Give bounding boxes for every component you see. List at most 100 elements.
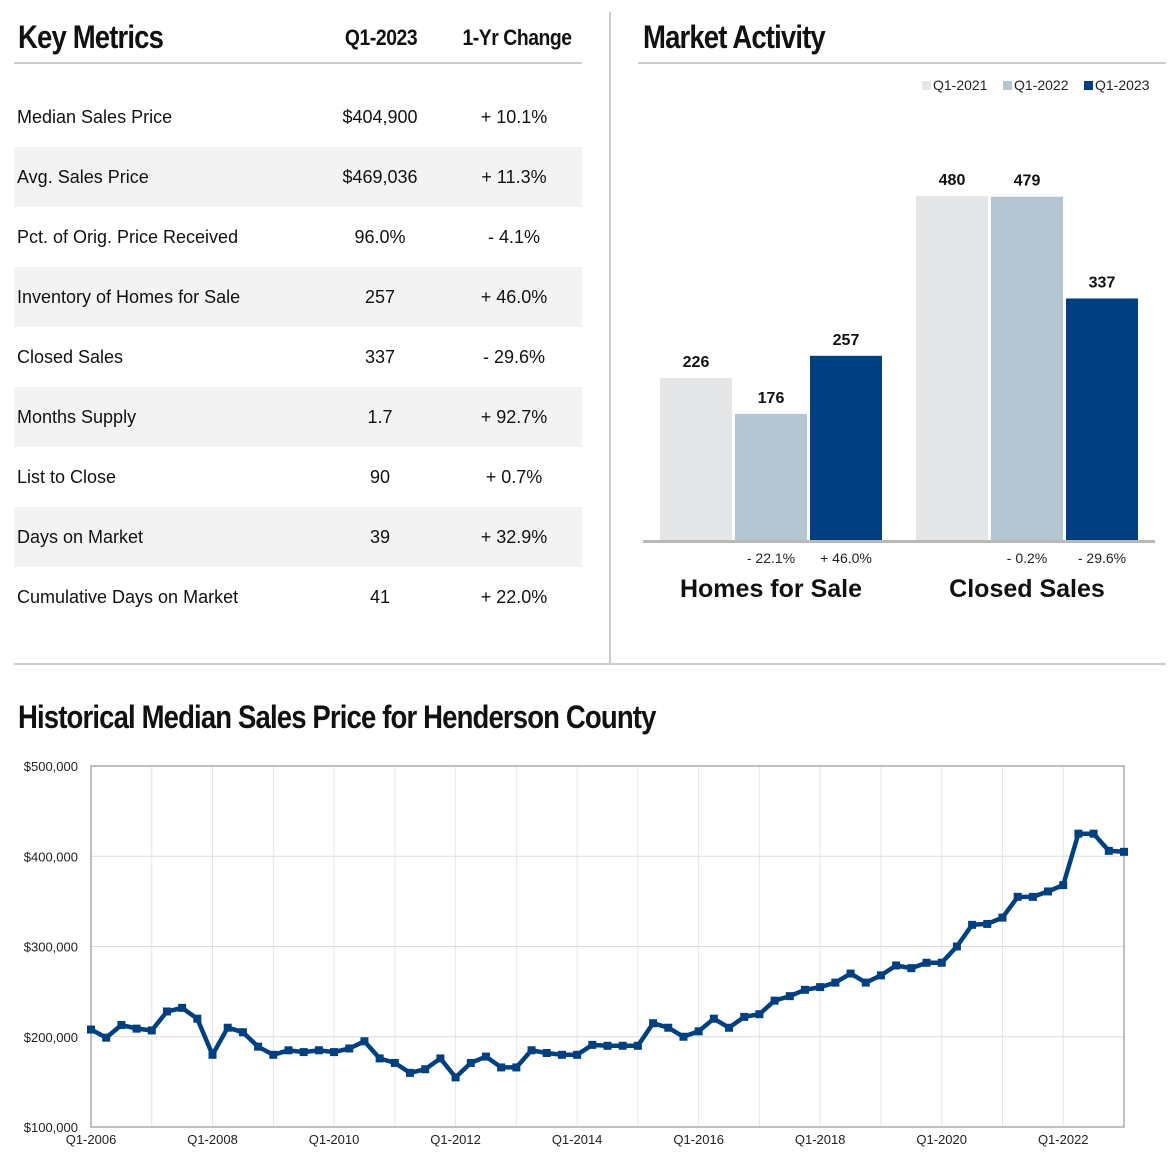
- data-point: [254, 1042, 263, 1051]
- metric-value: 90: [369, 467, 391, 487]
- data-point: [1028, 892, 1037, 901]
- bar-value-label: 257: [833, 332, 860, 349]
- data-point: [694, 1027, 703, 1036]
- data-point: [725, 1023, 734, 1032]
- metric-value: $469,036: [342, 167, 418, 187]
- data-point: [1074, 829, 1083, 838]
- data-point: [390, 1058, 399, 1067]
- x-tick-label: Q1-2018: [795, 1132, 846, 1147]
- bar-value-label: 480: [939, 172, 966, 189]
- header-divider: [14, 62, 582, 64]
- x-tick-label: Q1-2014: [552, 1132, 603, 1147]
- data-point: [466, 1058, 475, 1067]
- legend-label: Q1-2023: [1095, 77, 1150, 93]
- category-label: Closed Sales: [949, 575, 1105, 603]
- data-point: [345, 1044, 354, 1053]
- historical-median-price-line-chart: $100,000 $200,000 $300,000 $400,000 $500,000…: [24, 759, 1128, 1147]
- y-tick-label: $300,000: [24, 940, 78, 955]
- metric-value: 96.0%: [354, 227, 406, 247]
- metric-change: + 32.9%: [480, 527, 548, 547]
- data-point: [983, 919, 992, 928]
- data-point: [330, 1048, 339, 1057]
- data-point: [269, 1050, 278, 1059]
- metric-row: Avg. Sales Price $469,036 + 11.3%: [14, 147, 582, 207]
- bar-chart-baseline: [643, 540, 1155, 543]
- data-point: [649, 1019, 658, 1028]
- data-point: [998, 913, 1007, 922]
- data-point: [314, 1046, 323, 1055]
- data-point: [588, 1040, 597, 1049]
- data-point: [1013, 892, 1022, 901]
- metric-name: Months Supply: [17, 407, 137, 427]
- data-point: [117, 1021, 126, 1030]
- metric-row: Months Supply 1.7 + 92.7%: [14, 387, 582, 447]
- metric-name: Closed Sales: [17, 347, 124, 367]
- bar: [916, 196, 988, 540]
- data-point: [907, 964, 916, 973]
- data-point: [785, 992, 794, 1001]
- metric-name: Median Sales Price: [17, 107, 173, 127]
- data-point: [193, 1014, 202, 1023]
- data-point: [664, 1023, 673, 1032]
- data-point: [421, 1065, 430, 1074]
- metric-change: + 11.3%: [481, 167, 547, 187]
- data-point: [709, 1014, 718, 1023]
- metric-value: 39: [369, 527, 391, 547]
- legend-swatch: [1084, 81, 1093, 90]
- data-point: [831, 978, 840, 987]
- metric-value: $404,900: [342, 107, 418, 127]
- metric-name: Pct. of Orig. Price Received: [17, 227, 239, 247]
- change-label: + 46.0%: [820, 550, 872, 566]
- key-metrics-title: Key Metrics: [18, 19, 164, 55]
- data-point: [1044, 887, 1053, 896]
- legend-swatch: [1003, 81, 1012, 90]
- metric-value: 41: [369, 587, 391, 607]
- data-point: [800, 985, 809, 994]
- data-point: [740, 1012, 749, 1021]
- data-point: [360, 1037, 369, 1046]
- change-label: - 22.1%: [747, 550, 795, 566]
- metric-value: 257: [364, 287, 396, 307]
- data-point: [1059, 881, 1068, 890]
- metric-value: 337: [364, 347, 396, 367]
- bar-value-label: 176: [758, 390, 785, 407]
- data-point: [892, 961, 901, 970]
- data-point: [679, 1032, 688, 1041]
- change-label: - 0.2%: [1007, 550, 1047, 566]
- data-point: [162, 1007, 171, 1016]
- metric-row: Pct. of Orig. Price Received 96.0% - 4.1%: [14, 207, 582, 267]
- column-header-change: 1-Yr Change: [462, 25, 572, 50]
- y-tick-label: $100,000: [24, 1120, 78, 1135]
- y-tick-label: $400,000: [24, 849, 78, 864]
- median-price-line: [89, 831, 1125, 1080]
- metric-row: Cumulative Days on Market 41 + 22.0%: [14, 567, 582, 627]
- metric-change: + 92.7%: [480, 407, 548, 427]
- data-point: [102, 1033, 111, 1042]
- data-point: [299, 1048, 308, 1057]
- x-tick-label: Q1-2010: [309, 1132, 360, 1147]
- data-point: [223, 1023, 232, 1032]
- data-point: [1089, 829, 1098, 838]
- data-point: [618, 1041, 627, 1050]
- x-tick-label: Q1-2006: [66, 1132, 117, 1147]
- data-point: [208, 1050, 217, 1059]
- panel-divider-vertical: [609, 12, 611, 664]
- column-header-period: Q1-2023: [344, 25, 418, 50]
- bar-value-label: 479: [1014, 173, 1041, 190]
- y-tick-label: $500,000: [24, 759, 78, 774]
- data-point: [512, 1063, 521, 1072]
- data-point: [375, 1054, 384, 1063]
- bar: [735, 413, 807, 540]
- panel-divider-horizontal: [14, 663, 1166, 665]
- data-point: [481, 1052, 490, 1061]
- data-point: [937, 958, 946, 967]
- metric-name: Inventory of Homes for Sale: [17, 287, 241, 307]
- data-point: [770, 996, 779, 1005]
- bar-value-label: 226: [683, 354, 710, 371]
- data-point: [132, 1024, 141, 1033]
- data-point: [542, 1048, 551, 1057]
- bar: [810, 355, 882, 540]
- x-tick-label: Q1-2016: [673, 1132, 724, 1147]
- market-activity-bar-chart: Q1-2021 Q1-2022 Q1-2023 226 176 257 - 22.1% + 4…: [643, 77, 1155, 603]
- data-point: [952, 942, 961, 951]
